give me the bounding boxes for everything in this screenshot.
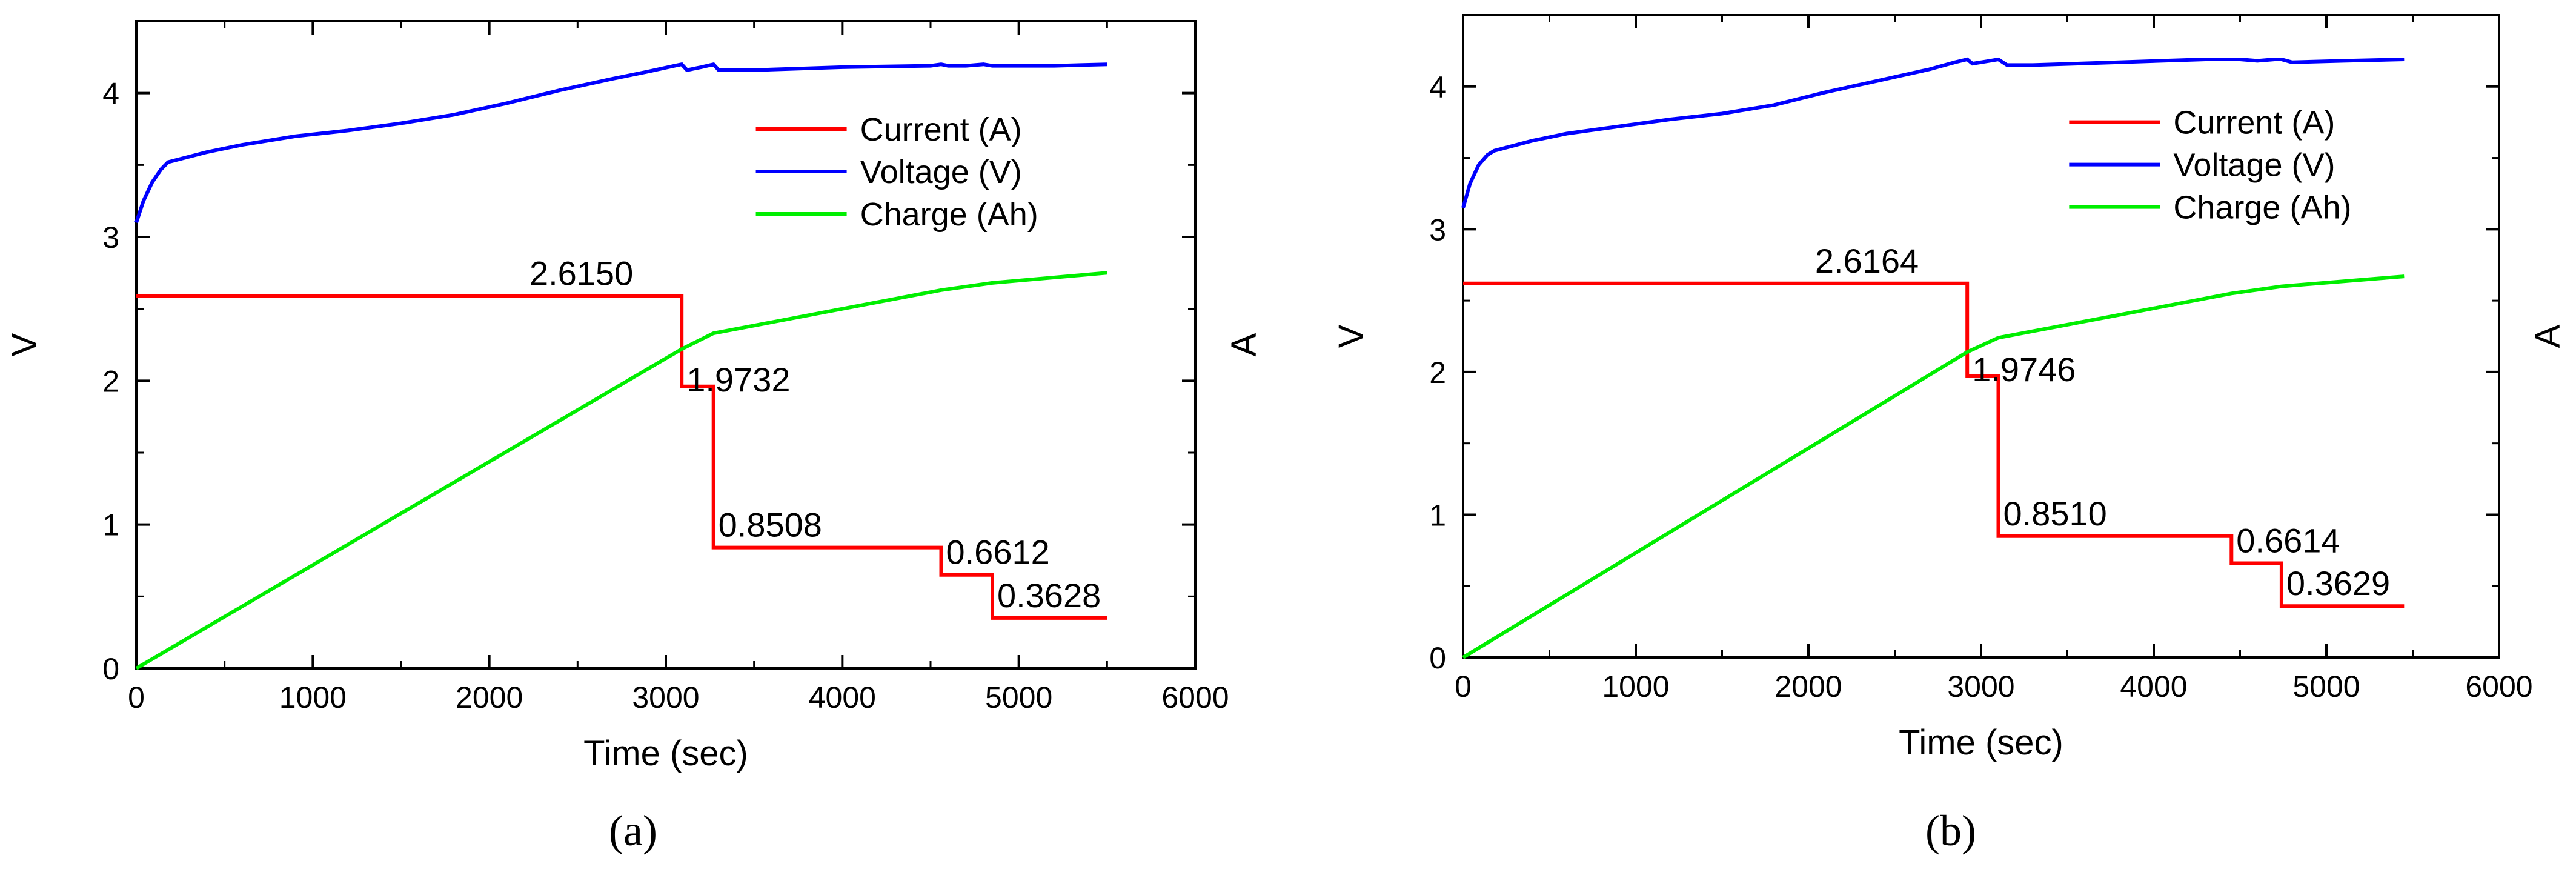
y-tick-label-b-2: 2 bbox=[1429, 356, 1446, 390]
data-label-a-3: 0.6612 bbox=[946, 533, 1049, 571]
data-label-a-0: 2.6150 bbox=[529, 254, 633, 292]
y-tick-label-a-2: 2 bbox=[102, 364, 119, 398]
y-tick-label-b-0: 0 bbox=[1429, 641, 1446, 675]
plot-frame-a bbox=[135, 20, 1197, 670]
x-tick-label-a-4: 4000 bbox=[809, 680, 876, 714]
caption-a: (a) bbox=[609, 806, 657, 855]
y-tick-label-a-4: 4 bbox=[102, 77, 119, 111]
x-tick-label-b-5: 5000 bbox=[2292, 670, 2360, 703]
series-voltage-line-a bbox=[134, 62, 1107, 224]
data-label-b-3: 0.6614 bbox=[2236, 522, 2340, 560]
x-tick-label-b-0: 0 bbox=[1455, 670, 1472, 703]
x-axis-label-b: Time (sec) bbox=[1899, 723, 2063, 762]
y-tick-label-a-3: 3 bbox=[102, 221, 119, 254]
caption-b: (b) bbox=[1925, 806, 1976, 855]
x-tick-label-b-3: 3000 bbox=[1947, 670, 2014, 703]
legend-label-charge-a: Charge (Ah) bbox=[860, 196, 1038, 233]
x-tick-label-a-3: 3000 bbox=[632, 680, 699, 714]
data-label-b-1: 1.9746 bbox=[1972, 350, 2076, 388]
x-tick-label-a-6: 6000 bbox=[1161, 680, 1229, 714]
series-charge-line-a bbox=[135, 271, 1107, 670]
y-axis-label-left-b: V bbox=[1332, 324, 1371, 348]
data-label-a-2: 0.8508 bbox=[719, 506, 822, 544]
y-tick-label-a-0: 0 bbox=[102, 652, 119, 686]
legend-label-current-a: Current (A) bbox=[860, 111, 1022, 148]
y-axis-label-right-a: A bbox=[1224, 333, 1264, 356]
data-label-b-0: 2.6164 bbox=[1815, 242, 1919, 280]
x-tick-label-b-4: 4000 bbox=[2120, 670, 2187, 703]
series-current-line-a bbox=[136, 294, 1107, 620]
legend-label-voltage-a: Voltage (V) bbox=[860, 154, 1022, 190]
x-tick-label-a-2: 2000 bbox=[456, 680, 523, 714]
x-tick-label-b-2: 2000 bbox=[1774, 670, 1842, 703]
series-charge-line-b bbox=[1462, 274, 2405, 659]
data-label-a-1: 1.9732 bbox=[686, 361, 790, 399]
x-tick-label-a-0: 0 bbox=[128, 680, 145, 714]
data-label-a-4: 0.3628 bbox=[997, 576, 1101, 614]
legend-label-current-b: Current (A) bbox=[2173, 105, 2335, 141]
plot-frame-b bbox=[1462, 14, 2500, 659]
y-tick-label-b-3: 3 bbox=[1429, 213, 1446, 247]
chart-panel-a: 0 1000 2000 3000 4000 5000 6000 0 1 2 3 4 Time (sec)… bbox=[5, 20, 1264, 773]
data-label-b-4: 0.3629 bbox=[2286, 564, 2390, 602]
x-tick-label-b-6: 6000 bbox=[2465, 670, 2532, 703]
series-voltage-line-b bbox=[1461, 57, 2405, 208]
y-tick-label-a-1: 1 bbox=[102, 508, 119, 542]
legend-label-charge-b: Charge (Ah) bbox=[2173, 190, 2351, 226]
legend-label-voltage-b: Voltage (V) bbox=[2173, 147, 2335, 184]
y-axis-label-right-b: A bbox=[2528, 324, 2568, 348]
y-tick-label-b-4: 4 bbox=[1429, 70, 1446, 104]
series-current-line-b bbox=[1463, 281, 2405, 608]
x-axis-label-a: Time (sec) bbox=[583, 734, 748, 773]
chart-panel-b: 0 1000 2000 3000 4000 5000 6000 0 1 2 3 4 Time (sec)… bbox=[1332, 14, 2568, 762]
y-axis-label-left-a: V bbox=[5, 333, 44, 356]
data-label-b-2: 0.8510 bbox=[2003, 494, 2107, 533]
y-tick-label-b-1: 1 bbox=[1429, 498, 1446, 532]
x-tick-label-a-1: 1000 bbox=[279, 680, 347, 714]
x-tick-label-a-5: 5000 bbox=[985, 680, 1052, 714]
x-tick-label-b-1: 1000 bbox=[1602, 670, 1669, 703]
